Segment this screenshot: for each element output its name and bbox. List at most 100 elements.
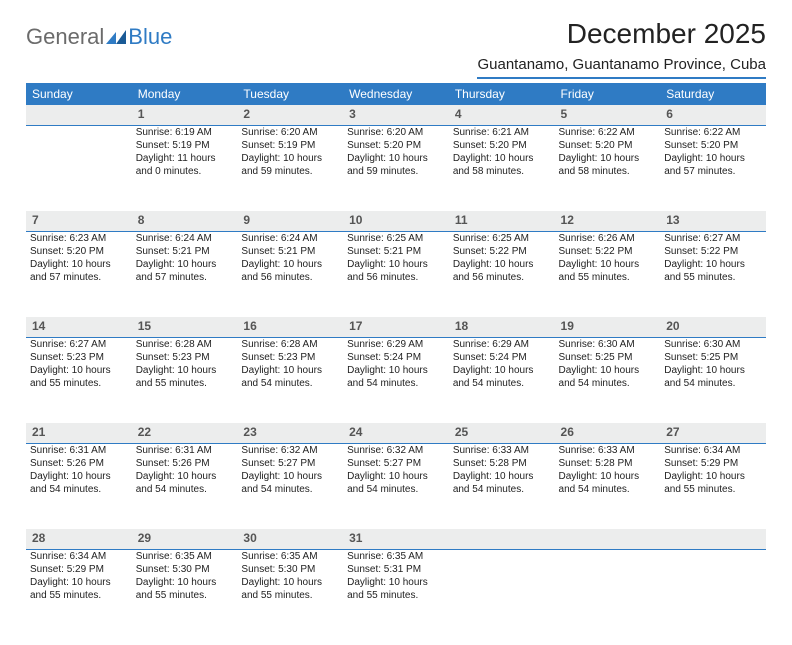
day-content-cell: Sunrise: 6:35 AMSunset: 5:31 PMDaylight:… xyxy=(343,549,449,635)
daylight-text: Daylight: 11 hours and 0 minutes. xyxy=(136,152,234,178)
sunset-text: Sunset: 5:29 PM xyxy=(664,457,762,470)
month-title: December 2025 xyxy=(477,18,766,50)
day-number-cell: 19 xyxy=(555,317,661,337)
day-number-row: 21222324252627 xyxy=(26,423,766,443)
day-number-cell: 8 xyxy=(132,211,238,231)
sunset-text: Sunset: 5:23 PM xyxy=(30,351,128,364)
day-number-cell: 4 xyxy=(449,105,555,125)
day-content-row: Sunrise: 6:31 AMSunset: 5:26 PMDaylight:… xyxy=(26,443,766,529)
day-content-cell: Sunrise: 6:35 AMSunset: 5:30 PMDaylight:… xyxy=(237,549,343,635)
day-number-cell: 16 xyxy=(237,317,343,337)
daylight-text: Daylight: 10 hours and 54 minutes. xyxy=(241,470,339,496)
day-header: Monday xyxy=(132,83,238,105)
day-content-cell xyxy=(660,549,766,635)
sunset-text: Sunset: 5:26 PM xyxy=(136,457,234,470)
day-content-cell: Sunrise: 6:32 AMSunset: 5:27 PMDaylight:… xyxy=(237,443,343,529)
day-header: Wednesday xyxy=(343,83,449,105)
daylight-text: Daylight: 10 hours and 54 minutes. xyxy=(347,364,445,390)
day-header-row: Sunday Monday Tuesday Wednesday Thursday… xyxy=(26,83,766,105)
day-number-cell: 10 xyxy=(343,211,449,231)
sunset-text: Sunset: 5:25 PM xyxy=(559,351,657,364)
day-number-cell: 2 xyxy=(237,105,343,125)
day-number-cell: 24 xyxy=(343,423,449,443)
page-header: General Blue December 2025 Guantanamo, G… xyxy=(26,18,766,79)
daylight-text: Daylight: 10 hours and 58 minutes. xyxy=(559,152,657,178)
day-content-cell: Sunrise: 6:28 AMSunset: 5:23 PMDaylight:… xyxy=(132,337,238,423)
sunset-text: Sunset: 5:28 PM xyxy=(559,457,657,470)
sunrise-text: Sunrise: 6:29 AM xyxy=(453,338,551,351)
daylight-text: Daylight: 10 hours and 55 minutes. xyxy=(30,576,128,602)
daylight-text: Daylight: 10 hours and 58 minutes. xyxy=(453,152,551,178)
daylight-text: Daylight: 10 hours and 56 minutes. xyxy=(453,258,551,284)
day-number-cell xyxy=(26,105,132,125)
sunrise-text: Sunrise: 6:28 AM xyxy=(136,338,234,351)
sunrise-text: Sunrise: 6:26 AM xyxy=(559,232,657,245)
day-content-cell: Sunrise: 6:32 AMSunset: 5:27 PMDaylight:… xyxy=(343,443,449,529)
day-content-cell: Sunrise: 6:29 AMSunset: 5:24 PMDaylight:… xyxy=(343,337,449,423)
day-content-cell: Sunrise: 6:30 AMSunset: 5:25 PMDaylight:… xyxy=(555,337,661,423)
day-content-cell: Sunrise: 6:23 AMSunset: 5:20 PMDaylight:… xyxy=(26,231,132,317)
day-number-cell: 9 xyxy=(237,211,343,231)
logo-text-blue: Blue xyxy=(128,24,172,50)
sunset-text: Sunset: 5:23 PM xyxy=(136,351,234,364)
sunset-text: Sunset: 5:19 PM xyxy=(136,139,234,152)
daylight-text: Daylight: 10 hours and 56 minutes. xyxy=(347,258,445,284)
sunrise-text: Sunrise: 6:32 AM xyxy=(241,444,339,457)
day-header: Tuesday xyxy=(237,83,343,105)
day-number-cell: 7 xyxy=(26,211,132,231)
sunset-text: Sunset: 5:25 PM xyxy=(664,351,762,364)
logo-text-general: General xyxy=(26,24,104,50)
day-header: Sunday xyxy=(26,83,132,105)
sunset-text: Sunset: 5:28 PM xyxy=(453,457,551,470)
sunset-text: Sunset: 5:27 PM xyxy=(347,457,445,470)
day-content-cell: Sunrise: 6:26 AMSunset: 5:22 PMDaylight:… xyxy=(555,231,661,317)
daylight-text: Daylight: 10 hours and 56 minutes. xyxy=(241,258,339,284)
sunset-text: Sunset: 5:22 PM xyxy=(453,245,551,258)
day-number-cell: 22 xyxy=(132,423,238,443)
sunset-text: Sunset: 5:24 PM xyxy=(453,351,551,364)
day-number-cell: 23 xyxy=(237,423,343,443)
sunrise-text: Sunrise: 6:24 AM xyxy=(136,232,234,245)
day-content-cell: Sunrise: 6:33 AMSunset: 5:28 PMDaylight:… xyxy=(449,443,555,529)
day-number-cell: 31 xyxy=(343,529,449,549)
day-number-cell xyxy=(555,529,661,549)
day-content-cell: Sunrise: 6:21 AMSunset: 5:20 PMDaylight:… xyxy=(449,125,555,211)
day-content-cell: Sunrise: 6:22 AMSunset: 5:20 PMDaylight:… xyxy=(660,125,766,211)
sunset-text: Sunset: 5:21 PM xyxy=(136,245,234,258)
day-content-row: Sunrise: 6:19 AMSunset: 5:19 PMDaylight:… xyxy=(26,125,766,211)
day-number-cell: 3 xyxy=(343,105,449,125)
daylight-text: Daylight: 10 hours and 57 minutes. xyxy=(664,152,762,178)
day-number-cell: 6 xyxy=(660,105,766,125)
sunrise-text: Sunrise: 6:23 AM xyxy=(30,232,128,245)
location-text: Guantanamo, Guantanamo Province, Cuba xyxy=(477,56,766,79)
day-content-cell: Sunrise: 6:34 AMSunset: 5:29 PMDaylight:… xyxy=(26,549,132,635)
daylight-text: Daylight: 10 hours and 54 minutes. xyxy=(136,470,234,496)
calendar-table: Sunday Monday Tuesday Wednesday Thursday… xyxy=(26,83,766,635)
sunrise-text: Sunrise: 6:21 AM xyxy=(453,126,551,139)
day-number-cell: 21 xyxy=(26,423,132,443)
day-number-cell: 13 xyxy=(660,211,766,231)
day-number-cell: 11 xyxy=(449,211,555,231)
daylight-text: Daylight: 10 hours and 55 minutes. xyxy=(347,576,445,602)
day-number-cell xyxy=(449,529,555,549)
daylight-text: Daylight: 10 hours and 55 minutes. xyxy=(136,576,234,602)
daylight-text: Daylight: 10 hours and 54 minutes. xyxy=(453,364,551,390)
day-content-cell: Sunrise: 6:25 AMSunset: 5:22 PMDaylight:… xyxy=(449,231,555,317)
sunrise-text: Sunrise: 6:20 AM xyxy=(241,126,339,139)
day-content-cell xyxy=(449,549,555,635)
sunrise-text: Sunrise: 6:35 AM xyxy=(241,550,339,563)
daylight-text: Daylight: 10 hours and 54 minutes. xyxy=(559,364,657,390)
sunset-text: Sunset: 5:30 PM xyxy=(136,563,234,576)
day-content-cell: Sunrise: 6:29 AMSunset: 5:24 PMDaylight:… xyxy=(449,337,555,423)
sunrise-text: Sunrise: 6:31 AM xyxy=(136,444,234,457)
calendar-body: 123456Sunrise: 6:19 AMSunset: 5:19 PMDay… xyxy=(26,105,766,635)
day-content-cell: Sunrise: 6:31 AMSunset: 5:26 PMDaylight:… xyxy=(132,443,238,529)
sunset-text: Sunset: 5:27 PM xyxy=(241,457,339,470)
calendar-page: General Blue December 2025 Guantanamo, G… xyxy=(0,0,792,645)
sunrise-text: Sunrise: 6:34 AM xyxy=(30,550,128,563)
day-content-cell: Sunrise: 6:20 AMSunset: 5:20 PMDaylight:… xyxy=(343,125,449,211)
day-content-cell: Sunrise: 6:31 AMSunset: 5:26 PMDaylight:… xyxy=(26,443,132,529)
day-number-cell: 20 xyxy=(660,317,766,337)
day-number-cell: 29 xyxy=(132,529,238,549)
sunset-text: Sunset: 5:22 PM xyxy=(559,245,657,258)
